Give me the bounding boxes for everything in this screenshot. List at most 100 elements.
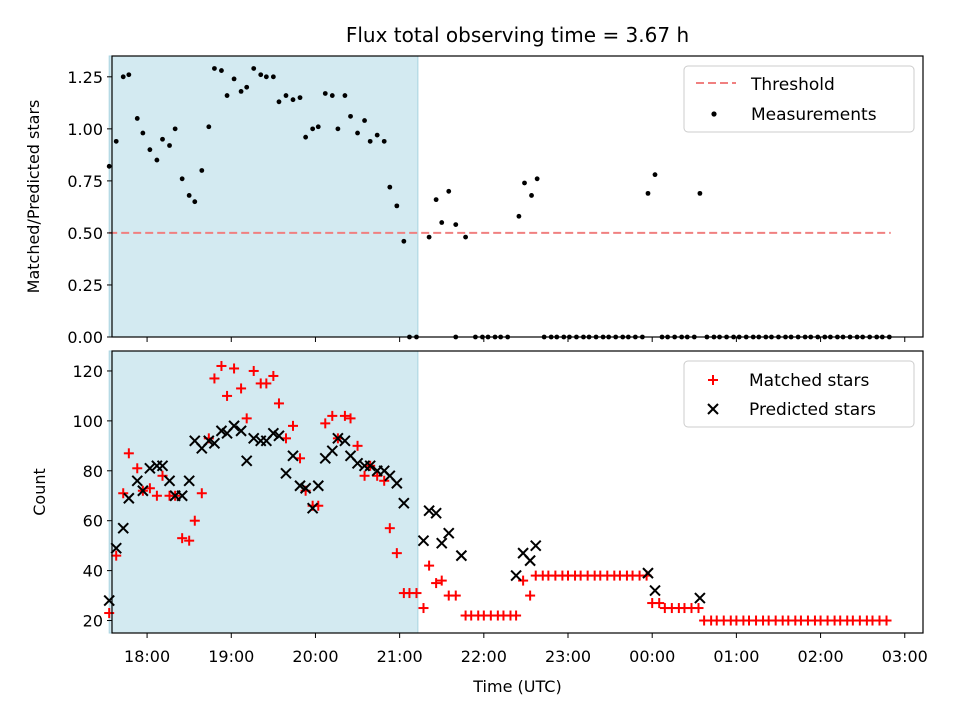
- measurement-point: [224, 93, 230, 98]
- predicted-star-point: [351, 457, 364, 470]
- x-tick-label: 22:00: [461, 647, 507, 666]
- measurement-point: [297, 95, 303, 101]
- matched-star-point: [391, 548, 402, 559]
- measurement-point: [381, 138, 387, 144]
- measurement-point: [231, 76, 237, 82]
- matched-star-point: [345, 413, 356, 424]
- measurement-point: [394, 203, 400, 209]
- matched-star-point: [123, 448, 134, 459]
- measurement-point: [362, 118, 367, 123]
- predicted-star-point: [455, 549, 468, 562]
- y-tick-label: 20: [83, 612, 103, 631]
- measurement-point: [283, 93, 289, 98]
- measurement-point: [645, 190, 651, 196]
- matched-star-point: [248, 365, 259, 376]
- predicted-star-point: [156, 460, 169, 472]
- legend-box-top: [683, 65, 915, 133]
- x-tick-label: 18:00: [124, 647, 170, 666]
- y-ticks-bottom: 20 40 60 80 100 120: [72, 362, 112, 631]
- legend-bottom: Matched stars Predicted stars: [683, 360, 915, 428]
- measurement-point: [199, 168, 205, 173]
- measurement-point: [529, 193, 534, 198]
- x-axis-label: Time (UTC): [472, 677, 561, 696]
- measurement-point: [263, 74, 269, 80]
- matched-star-point: [151, 490, 162, 501]
- measurement-point: [106, 163, 112, 169]
- matched-star-point: [436, 575, 447, 586]
- predicted-star-point: [339, 435, 351, 447]
- measurement-point: [315, 124, 321, 130]
- legend-box-bottom: [683, 360, 915, 428]
- predicted-star-point: [398, 497, 410, 509]
- measurement-point: [335, 126, 341, 132]
- predicted-star-point: [364, 460, 376, 472]
- predicted-star-point: [436, 537, 448, 549]
- x-ticks-top: [146, 337, 906, 342]
- measurement-point: [322, 91, 328, 96]
- predicted-star-point: [183, 475, 195, 487]
- measurement-point: [167, 143, 172, 148]
- matched-star-point: [111, 550, 122, 561]
- predicted-star-point: [312, 480, 324, 492]
- x-tick-label: 20:00: [292, 647, 338, 666]
- measurement-point: [439, 220, 445, 225]
- measurement-point: [433, 197, 439, 203]
- predicted-star-point: [123, 492, 135, 504]
- y-tick-label: 60: [83, 512, 103, 531]
- predicted-star-point: [326, 445, 338, 457]
- measurement-point: [120, 74, 126, 80]
- matched-star-point: [411, 588, 422, 599]
- matched-star-point: [261, 378, 272, 389]
- matched-star-point: [132, 463, 143, 474]
- matched-star-point: [431, 578, 442, 589]
- predicted-star-point: [524, 554, 536, 567]
- matched-star-point: [525, 590, 536, 601]
- predicted-star-point: [417, 534, 430, 547]
- measurement-point: [179, 176, 185, 182]
- predicted-star-point: [530, 539, 542, 552]
- predicted-star-point: [248, 432, 260, 445]
- predicted-star-point: [273, 430, 285, 442]
- plot-frame-top: [111, 55, 924, 338]
- measurement-point: [186, 193, 192, 198]
- matched-star-point: [273, 398, 284, 409]
- chart-title: Flux total observing time = 3.67 h: [346, 23, 689, 47]
- legend-matched-label: Matched stars: [749, 371, 869, 391]
- predicted-star-point: [117, 522, 129, 534]
- measurement-point: [172, 126, 178, 132]
- matched-star-point: [518, 575, 529, 586]
- legend-predicted-swatch: [707, 403, 719, 415]
- predicted-star-point: [267, 427, 280, 440]
- y-tick-label: 120: [72, 362, 103, 381]
- matched-star-point: [384, 523, 395, 534]
- matched-star-point: [118, 488, 129, 499]
- predicted-star-point: [423, 505, 435, 517]
- predicted-star-point: [649, 584, 661, 597]
- measurement-point: [652, 172, 658, 178]
- y-tick-label: 1.00: [67, 120, 103, 139]
- matched-star-point: [268, 370, 279, 381]
- predicted-star-point: [430, 507, 442, 519]
- measurement-point: [367, 138, 373, 144]
- predicted-star-point: [208, 437, 221, 450]
- predicted-star-point: [391, 477, 403, 489]
- predicted-star-point: [294, 480, 306, 492]
- legend-matched-swatch: [708, 375, 718, 385]
- measurement-point: [126, 72, 132, 78]
- matched-star-point: [288, 420, 299, 431]
- y-tick-label: 0.25: [67, 276, 103, 295]
- matched-star-point: [216, 360, 227, 371]
- measurement-point: [516, 213, 522, 219]
- predicted-star-point: [443, 527, 455, 539]
- predicted-star-point: [163, 475, 176, 487]
- star-count-panel: 20 40 60 80 100 120 18:00 19:00 20:00 21:00 22:00…: [30, 350, 928, 696]
- measurement-point: [154, 157, 160, 163]
- predicted-star-point: [642, 567, 654, 579]
- predicted-star-point: [510, 569, 522, 582]
- measurement-point: [206, 124, 212, 130]
- y-tick-label: 80: [83, 462, 103, 481]
- legend-measurements-label: Measurements: [751, 105, 877, 125]
- y-tick-label: 0.75: [67, 172, 103, 191]
- shaded-interval-bottom: [108, 350, 419, 634]
